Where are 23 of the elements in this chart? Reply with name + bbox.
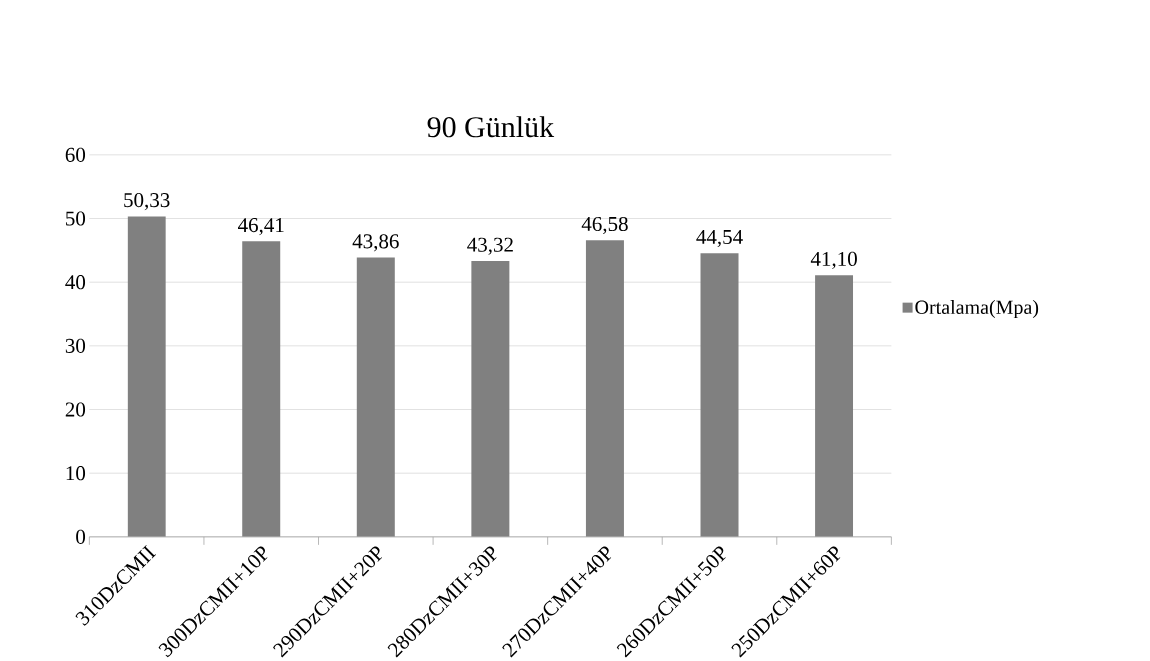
data-label: 46,58 xyxy=(581,216,628,235)
y-tick-label: 10 xyxy=(66,466,86,481)
data-label: 41,10 xyxy=(810,251,857,269)
bar xyxy=(127,216,166,537)
y-tick-label: 0 xyxy=(76,529,86,544)
data-label: 43,32 xyxy=(467,237,513,255)
bar xyxy=(471,260,510,537)
bar xyxy=(815,275,854,537)
legend-label: Ortalama(Mpa) xyxy=(915,299,1039,319)
data-label: 44,54 xyxy=(696,229,743,248)
data-label: 43,86 xyxy=(352,234,399,252)
chart-title: 90 Günlük xyxy=(427,116,555,138)
bar xyxy=(242,241,281,537)
data-label: 46,41 xyxy=(238,217,284,236)
y-tick-label: 50 xyxy=(66,211,86,226)
bar xyxy=(356,257,395,537)
bar xyxy=(700,253,739,537)
y-tick-label: 60 xyxy=(65,147,86,162)
y-tick-label: 40 xyxy=(65,275,86,290)
y-tick-label: 20 xyxy=(65,402,86,417)
y-tick-label: 30 xyxy=(65,338,86,353)
data-label: 50,33 xyxy=(124,192,170,211)
bar xyxy=(585,240,624,537)
